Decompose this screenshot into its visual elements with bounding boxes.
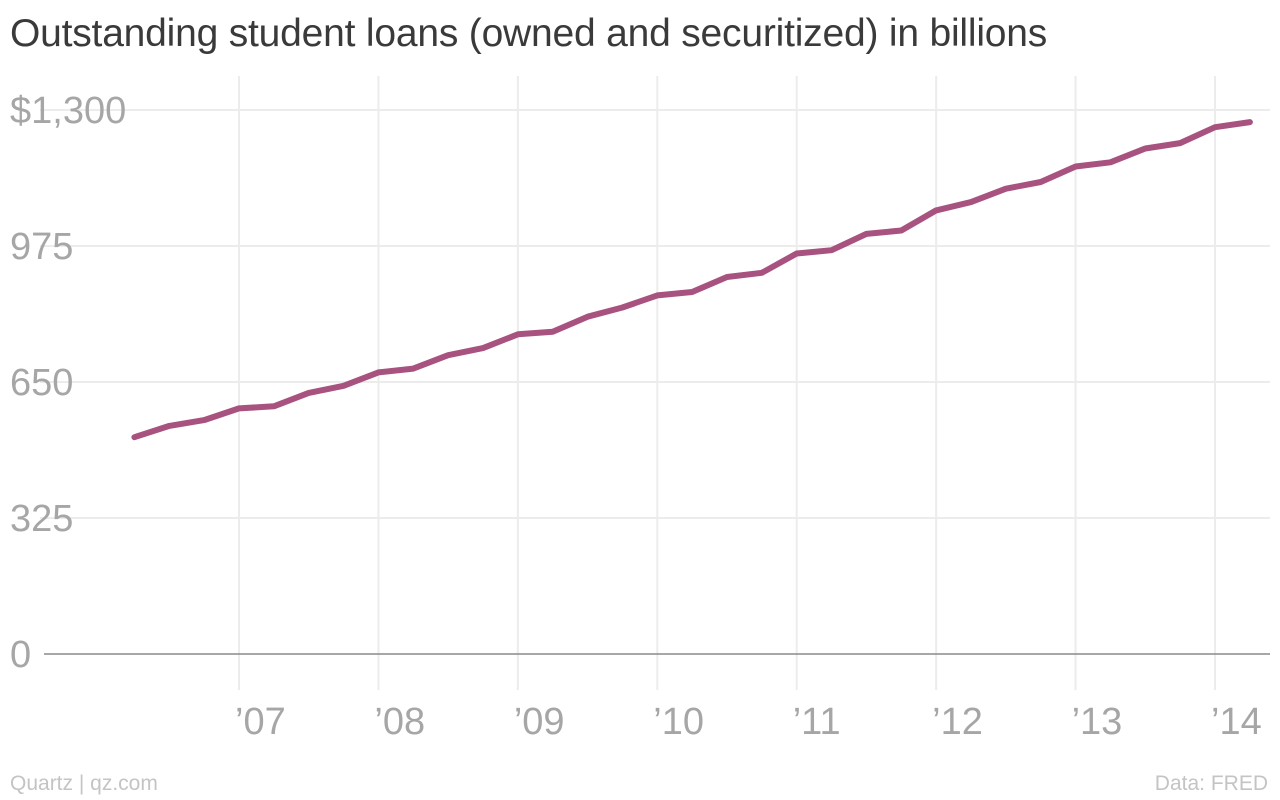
- footer-credit: Quartz | qz.com: [10, 772, 158, 795]
- x-tick-label: ’09: [514, 701, 565, 743]
- x-tick-label: ’13: [1072, 701, 1123, 743]
- x-tick-label: ’08: [374, 701, 425, 743]
- series-group: [131, 119, 1253, 441]
- y-tick-label: 0: [10, 634, 31, 676]
- footer-source: Data: FRED: [1154, 772, 1268, 795]
- series-line-0: [131, 119, 1253, 441]
- y-tick-label: 325: [10, 498, 73, 540]
- horizontal-gridlines: [40, 109, 1270, 519]
- y-tick-label: 975: [10, 226, 73, 268]
- x-tick-label: ’11: [793, 701, 841, 743]
- x-tick-label: ’10: [653, 701, 704, 743]
- y-axis-tick-labels: 0 325 650 975 $1,300: [10, 90, 126, 676]
- x-tick-label: ’14: [1211, 701, 1262, 743]
- y-tick-label: $1,300: [10, 90, 126, 132]
- x-axis-tick-labels: ’07 ’08 ’09 ’10 ’11 ’12 ’13 ’14: [235, 701, 1262, 743]
- x-tick-label: ’07: [235, 701, 286, 743]
- vertical-gridlines: [238, 76, 1216, 690]
- chart-title: Outstanding student loans (owned and sec…: [10, 12, 1048, 55]
- y-tick-label: 650: [10, 362, 73, 404]
- x-tick-label: ’12: [932, 701, 983, 743]
